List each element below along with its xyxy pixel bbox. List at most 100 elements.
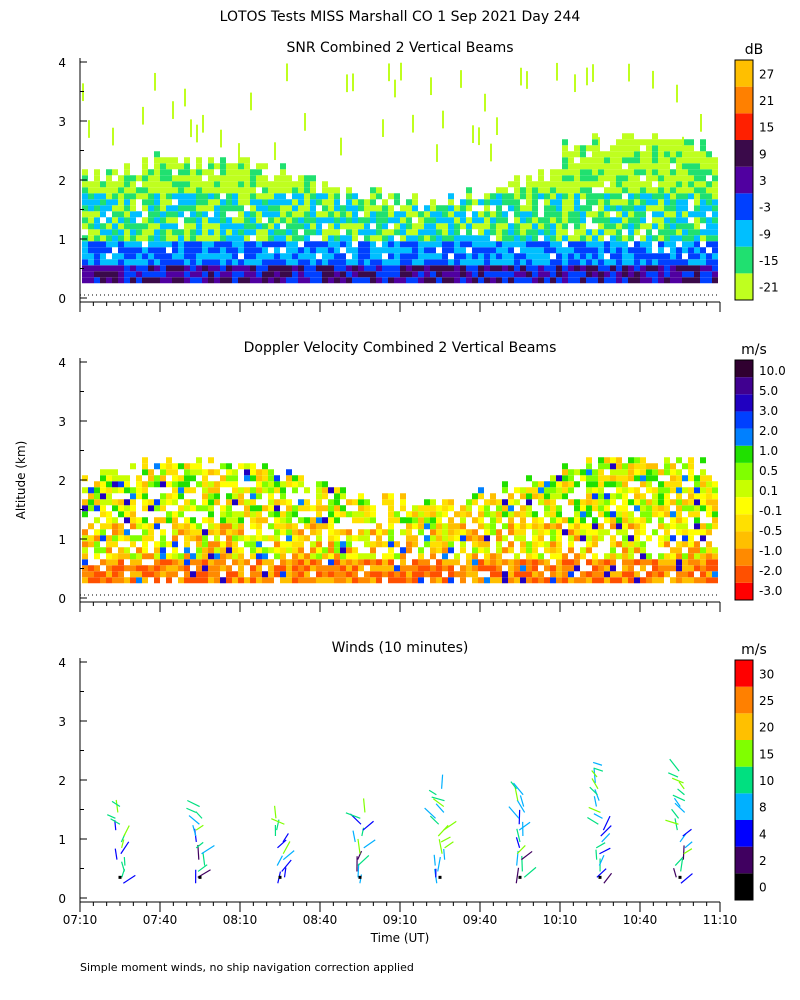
colorbar-label: -3 [759, 201, 771, 215]
wind-profile [345, 798, 376, 884]
chart-panel-1: SNR Combined 2 Vertical Beams 0 1 2 3 4 -21 -15… [58, 40, 779, 312]
x-tick-label: 07:10 [63, 913, 98, 927]
y-tick-label: 4 [58, 356, 66, 370]
colorbar-label: -2.0 [759, 564, 782, 578]
colorbar-swatch [735, 686, 753, 714]
colorbar-label: 25 [759, 694, 774, 708]
wind-barb [357, 854, 370, 866]
wind-barb [677, 788, 685, 796]
colorbar-swatch [735, 166, 753, 194]
wind-barb [514, 786, 519, 801]
wind-barb [591, 778, 599, 790]
colorbar-label: 2 [759, 854, 767, 868]
wind-barb [591, 770, 598, 778]
wind-barb [600, 825, 612, 837]
wind-barb [282, 841, 291, 855]
wind-barb [444, 841, 454, 849]
wind-barb [508, 806, 520, 819]
colorbar-label: 3.0 [759, 404, 778, 418]
wind-barb [519, 795, 525, 807]
wind-barb [111, 800, 121, 808]
data-field [82, 62, 718, 284]
wind-barb [521, 855, 523, 872]
wind-barb [123, 825, 130, 837]
wind-barb [678, 781, 685, 790]
wind-barb [114, 848, 118, 860]
wind-profile [271, 805, 295, 884]
wind-barb [592, 761, 603, 766]
colorbar-swatch [735, 531, 753, 549]
wind-barb [432, 798, 445, 808]
y-tick-label: 1 [58, 833, 66, 847]
wind-profile [186, 799, 215, 884]
y-tick-label: 4 [58, 656, 66, 670]
colorbar-label: 0.5 [759, 464, 778, 478]
panel-title-3: Winds (10 minutes) [332, 640, 469, 656]
colorbar-swatch [735, 193, 753, 220]
wind-barb [188, 815, 200, 825]
wind-barb [595, 842, 606, 849]
wind-origin-marker [118, 875, 122, 879]
y-tick-label: 0 [58, 592, 66, 606]
colorbar-swatch [735, 820, 753, 847]
wind-barb [121, 839, 125, 848]
wind-barb [107, 814, 116, 819]
wind-barb [359, 874, 363, 884]
wind-barb [516, 799, 526, 813]
wind-barb [428, 789, 437, 796]
wind-barb [669, 758, 680, 772]
wind-origin-marker [198, 875, 202, 879]
wind-barb [593, 796, 598, 807]
colorbar-label: -21 [759, 281, 779, 295]
wind-barb [515, 837, 521, 849]
wind-origin-marker [438, 875, 442, 879]
wind-barb [202, 852, 206, 866]
wind-barb [276, 855, 283, 866]
wind-origin-marker [518, 875, 522, 879]
wind-barb [357, 850, 363, 860]
wind-barb [357, 838, 361, 854]
wind-barb [277, 839, 287, 849]
colorbar-swatch [735, 462, 753, 480]
wind-barb [671, 808, 680, 819]
colorbar-swatch [735, 548, 753, 566]
wind-barb [602, 815, 611, 831]
wind-barb [110, 818, 121, 825]
colorbar-swatch [735, 113, 753, 140]
data-field [82, 457, 718, 584]
wind-barb [195, 841, 204, 849]
wind-barb [115, 799, 119, 813]
wind-barb [201, 844, 215, 855]
colorbar-swatch [735, 582, 753, 600]
wind-barb [674, 856, 684, 866]
x-tick-label: 11:10 [703, 913, 738, 927]
colorbar-unit: m/s [741, 642, 767, 658]
wind-barb [593, 767, 604, 772]
colorbar-swatch [735, 514, 753, 532]
wind-barb [192, 824, 197, 837]
colorbar-swatch [735, 660, 753, 687]
y-tick-label: 3 [58, 415, 66, 429]
wind-barb [673, 797, 681, 807]
y-tick-label: 0 [58, 892, 66, 906]
colorbar-unit: dB [745, 42, 764, 58]
wind-barb [443, 820, 457, 831]
figure-title: LOTOS Tests MISS Marshall CO 1 Sep 2021 … [220, 9, 581, 25]
wind-barb [595, 849, 598, 860]
x-tick-label: 09:40 [463, 913, 498, 927]
colorbar-swatch [735, 445, 753, 463]
wind-barb [523, 866, 537, 878]
colorbar-label: 4 [759, 827, 767, 841]
wind-barb [186, 807, 197, 813]
wind-barb [431, 796, 445, 802]
wind-barb [197, 864, 208, 872]
panel-title-2: Doppler Velocity Combined 2 Vertical Bea… [244, 340, 557, 356]
panels: SNR Combined 2 Vertical Beams 0 1 2 3 4 -21 -15… [14, 40, 786, 945]
wind-barb [120, 841, 130, 855]
colorbar-1: -21 -15 -9 -3 3 9 15 21 27 dB [734, 42, 779, 301]
y-tick-label: 4 [58, 56, 66, 70]
colorbar-swatch [735, 377, 753, 395]
colorbar-frame [734, 359, 754, 601]
colorbar-label: -1.0 [759, 544, 782, 558]
